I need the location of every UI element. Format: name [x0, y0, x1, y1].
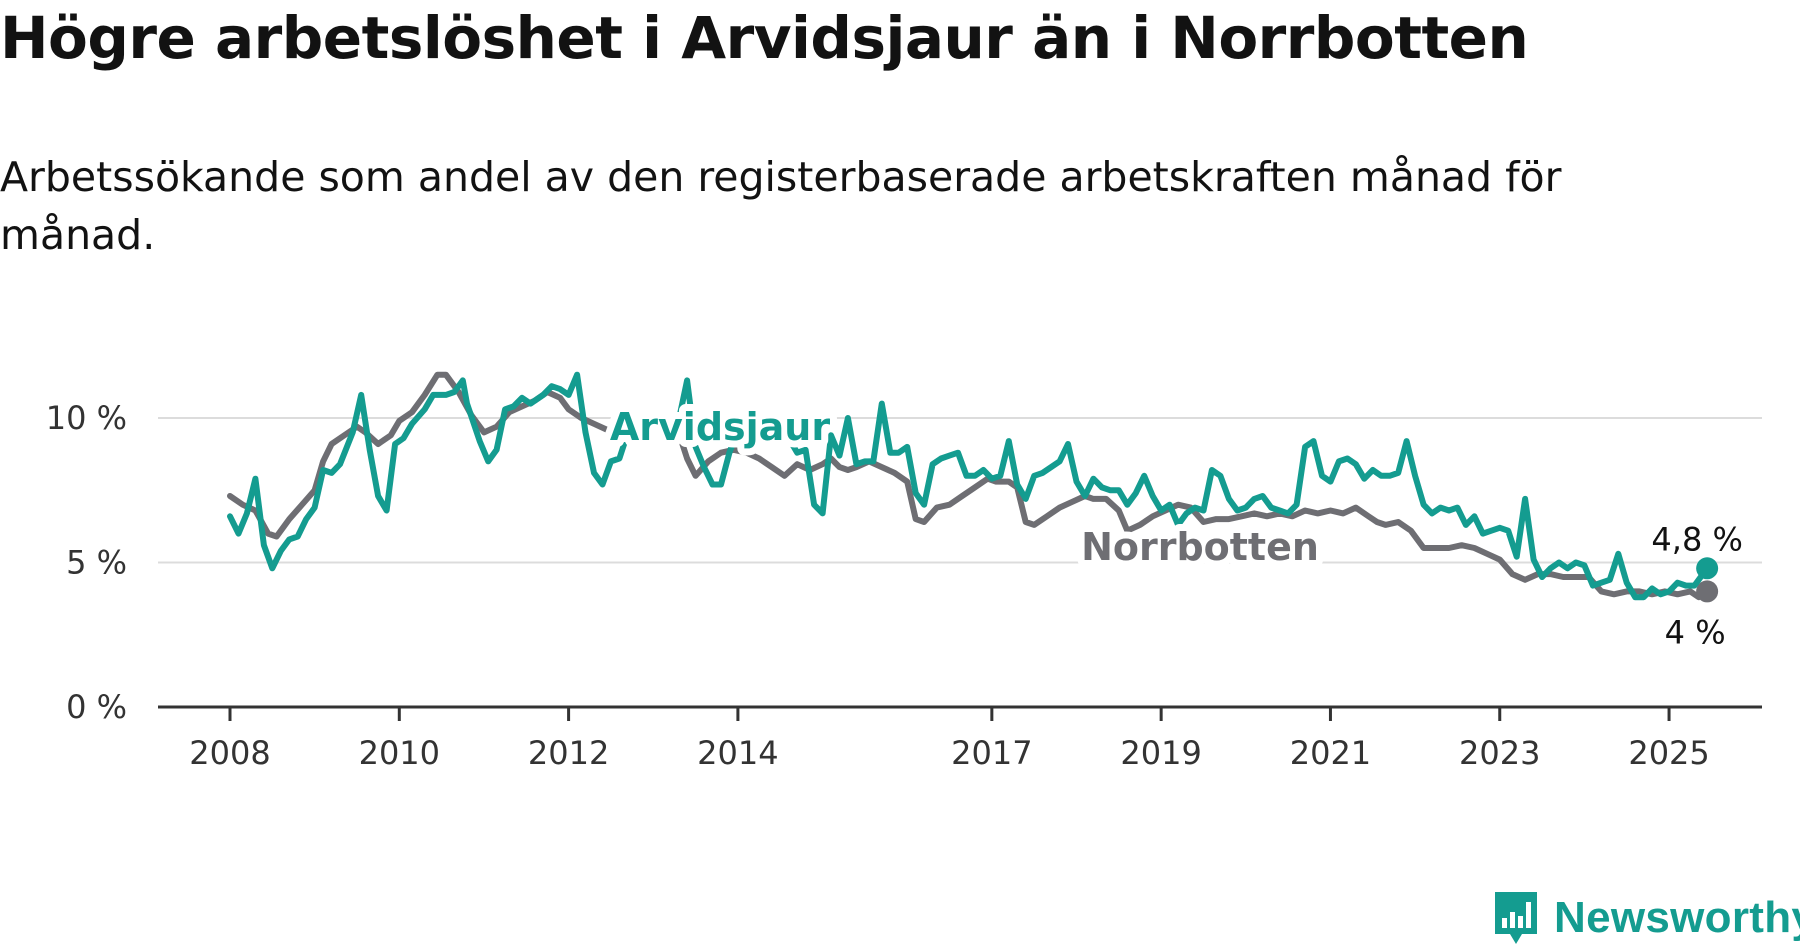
y-tick-label: 0 % — [66, 688, 127, 726]
chart-title: Högre arbetslöshet i Arvidsjaur än i Nor… — [0, 4, 1529, 72]
newsworthy-logo: Newsworthy — [1492, 888, 1800, 948]
x-tick-label: 2025 — [1628, 734, 1709, 772]
y-axis-labels: 0 % 5 % 10 % — [46, 399, 127, 726]
end-point-norrbotten — [1696, 580, 1719, 603]
x-tick-label: 2023 — [1459, 734, 1540, 772]
series-line-norrbotten — [227, 371, 1711, 601]
x-tick-label: 2021 — [1290, 734, 1371, 772]
gridlines — [158, 417, 1762, 564]
x-tick-label: 2014 — [697, 734, 778, 772]
series-name-label-arvidsjaur: Arvidsjaur — [610, 405, 830, 449]
series-lines — [227, 371, 1719, 603]
bar-chart-logo-icon — [1495, 892, 1537, 944]
x-tick-label: 2019 — [1120, 734, 1201, 772]
chart-subtitle: Arbetssökande som andel av den registerb… — [0, 153, 1562, 259]
logo-text: Newsworthy — [1554, 893, 1800, 942]
x-tick-label: 2012 — [528, 734, 609, 772]
x-tick-label: 2017 — [951, 734, 1032, 772]
series-name-label-norrbotten: Norrbotten — [1081, 525, 1319, 569]
end-value-label-arvidsjaur: 4,8 % — [1651, 520, 1742, 558]
end-point-arvidsjaur — [1696, 557, 1719, 580]
x-tick-label: 2010 — [359, 734, 440, 772]
x-axis: 2008 2010 2012 2014 2017 2019 2021 2023 2025 — [158, 705, 1762, 772]
end-value-label-norrbotten: 4 % — [1665, 613, 1726, 651]
x-tick-label: 2008 — [189, 734, 270, 772]
series-labels: Arvidsjaur Norrbotten 4,8 % 4 % — [603, 398, 1747, 655]
series-line-arvidsjaur — [227, 371, 1711, 601]
y-tick-label: 5 % — [66, 544, 127, 582]
y-tick-label: 10 % — [46, 399, 127, 437]
